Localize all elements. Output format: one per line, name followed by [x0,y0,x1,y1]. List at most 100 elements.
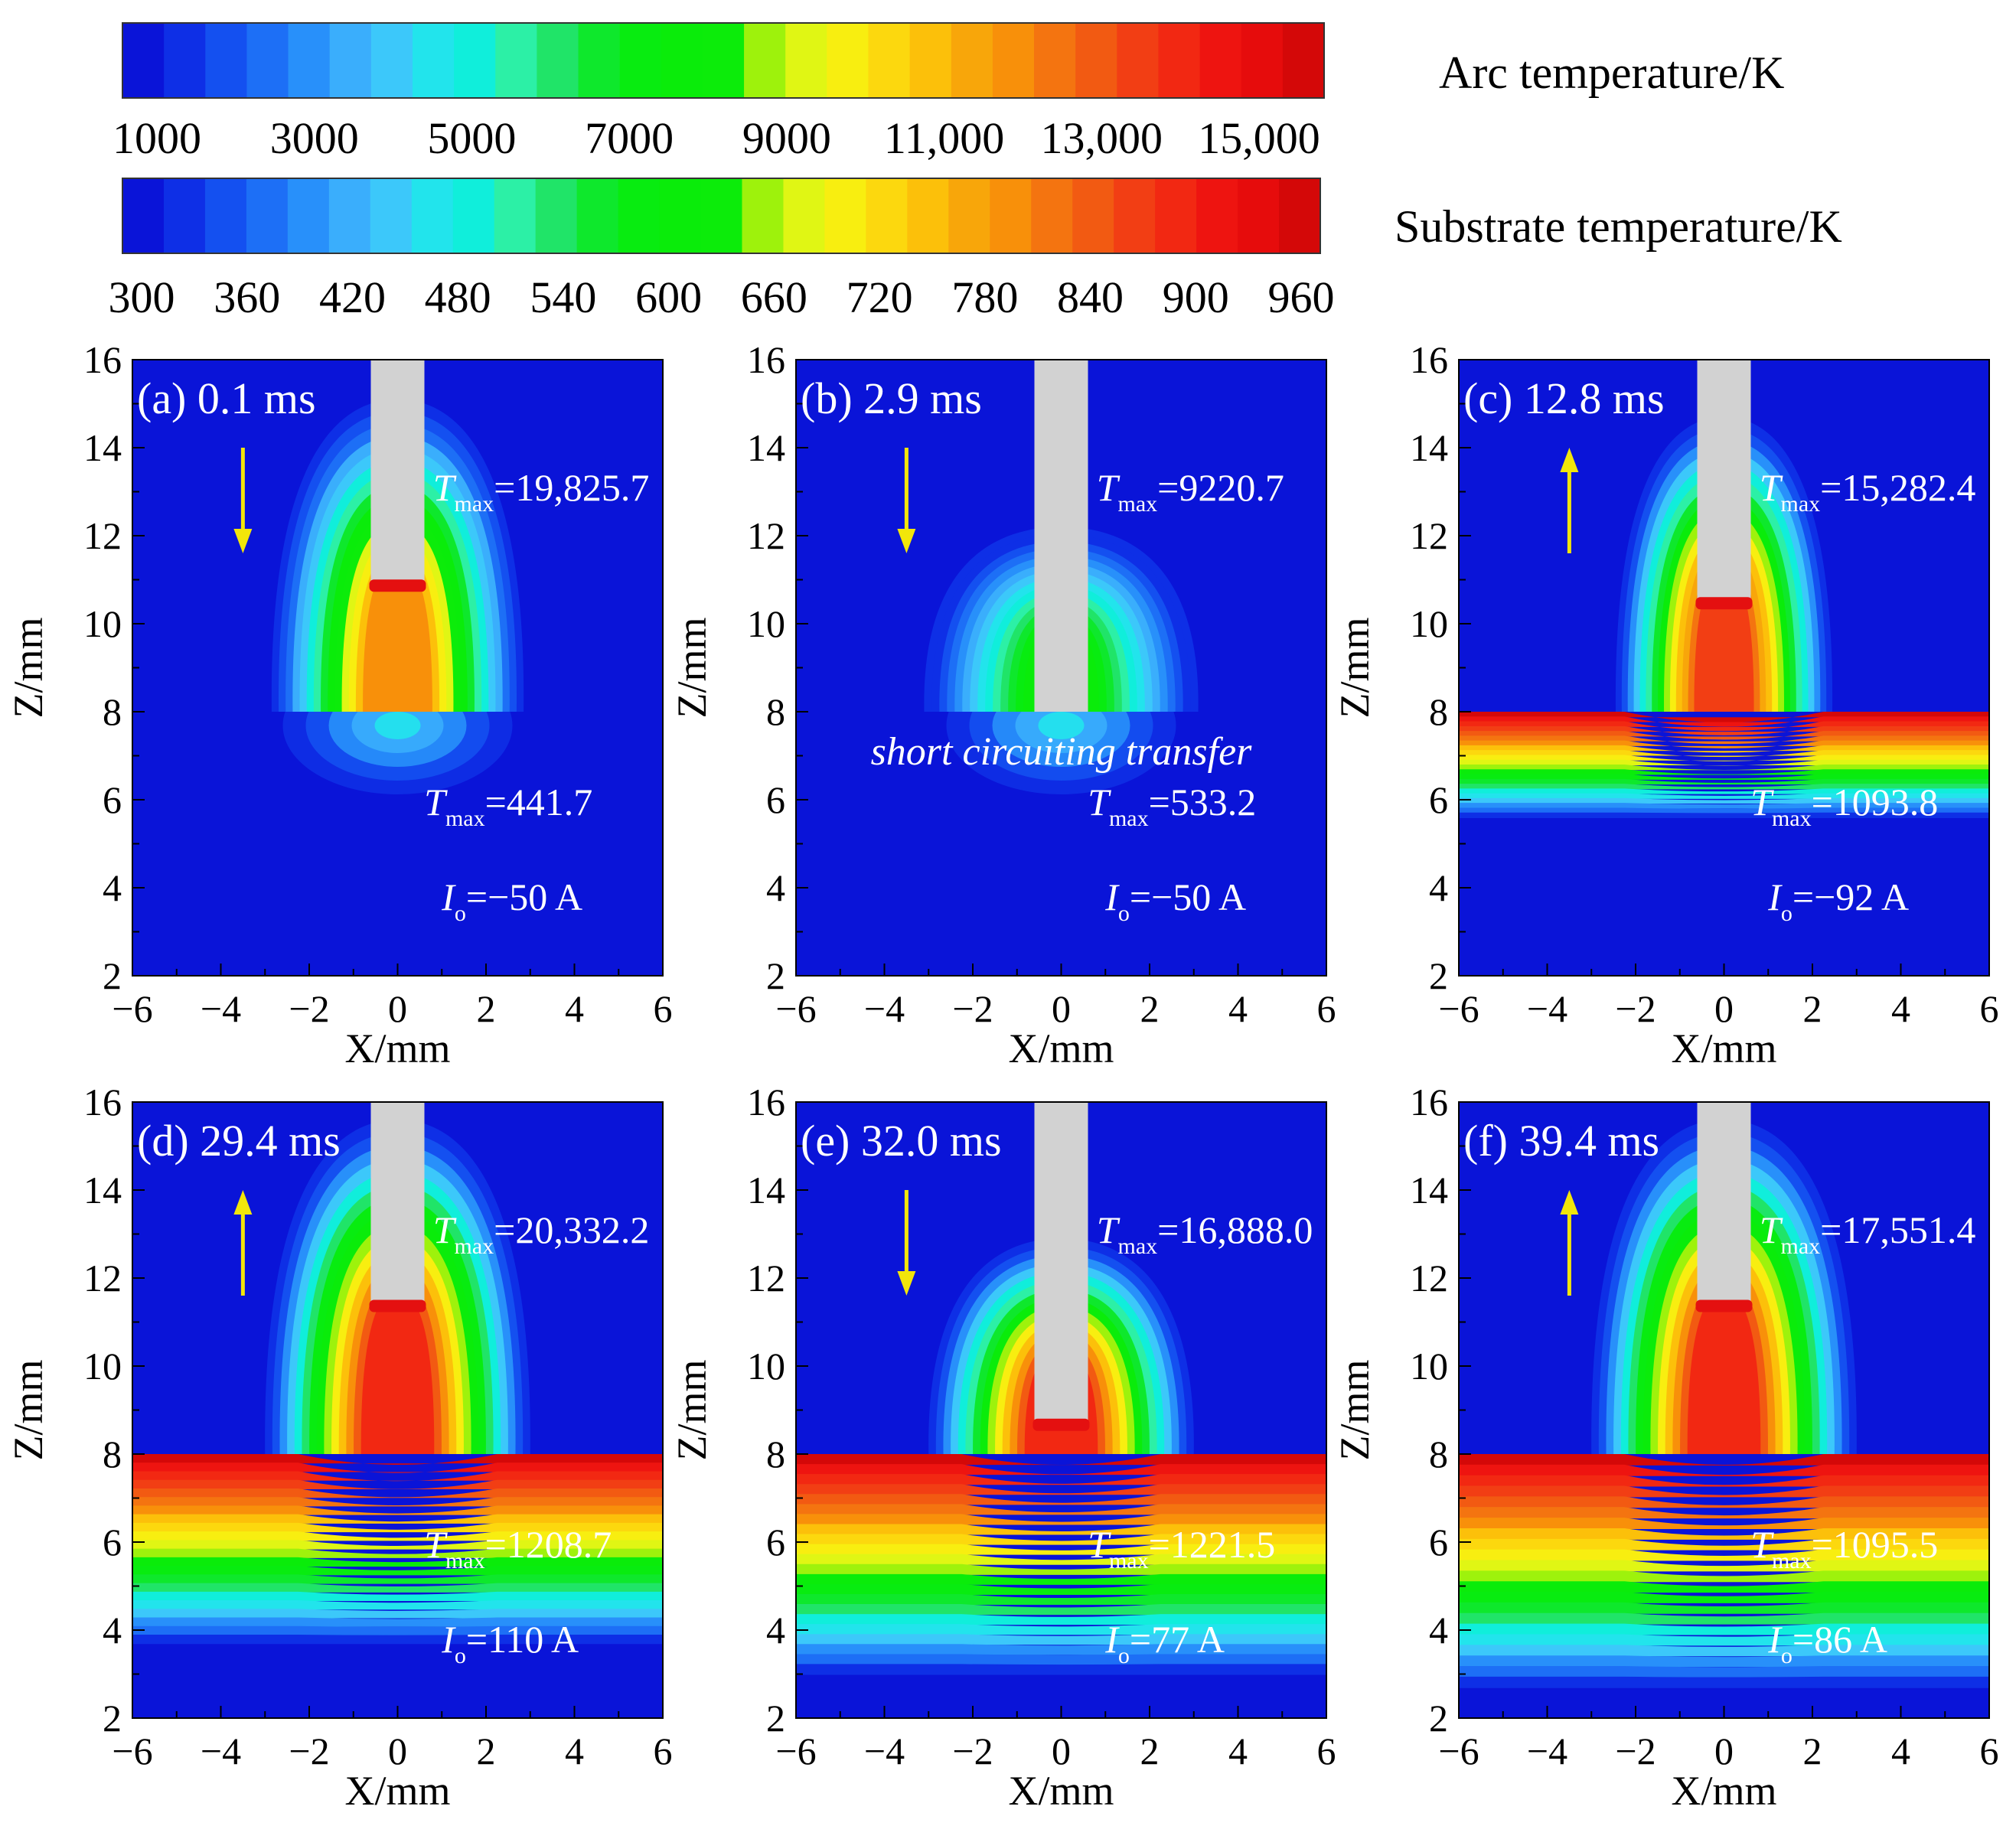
arrow-down-icon [897,529,916,553]
colorbar-swatch [700,178,743,253]
substrate-band [1459,1570,1989,1583]
y-tick-label: 4 [1429,866,1448,909]
arc-contour-band [363,559,432,712]
subscript: max [1118,491,1158,517]
current-value: =110 A [466,1618,579,1661]
substrate-band [796,1593,1326,1606]
arc-contour-band [360,1290,435,1454]
substrate-band [132,1505,663,1515]
substrate-band [132,1617,663,1627]
colorbar-frame [122,178,1321,254]
y-axis-label: Z/mm [1332,1360,1378,1461]
symbol: I [1104,1618,1120,1661]
substrate-band [132,1471,663,1482]
x-axis-label: X/mm [1671,1025,1776,1071]
substrate-band [1459,1612,1989,1625]
colorbar-swatch [494,178,537,253]
colorbar-tick-label: 780 [951,272,1018,322]
panel-e: −6 −4 −2 0 2 4 6 2 4 6 8 10 12 14 16 X/mm Z/mm (e) 32.0 m… [669,1081,1336,1814]
colorbar-swatch [702,23,745,98]
colorbar-swatch [1282,23,1325,98]
substrate-band [132,1635,663,1645]
colorbar-substrate: 300 360 420 480 540 600 660 720 780 840 900 960 Subs… [109,178,1842,322]
arrow-up-icon [233,1190,253,1215]
y-axis-label: Z/mm [669,618,715,719]
substrate-band [1459,1581,1989,1593]
x-tick-label: 6 [1317,1730,1336,1772]
symbol: I [441,875,456,918]
substrate-band [796,1474,1326,1485]
substrate-tmax: Tmax=1095.5 [1750,1523,1938,1573]
arc-tmax: Tmax=15,282.4 [1760,466,1976,517]
substrate-band [796,1644,1326,1655]
x-tick-label: 6 [1980,1730,1999,1772]
substrate-band [132,1548,663,1558]
arc-tmax-value: =17,551.4 [1820,1208,1975,1251]
y-tick-label: 8 [103,1433,122,1475]
y-tick-label: 6 [766,1521,785,1563]
colorbar-swatch [163,178,206,253]
y-tick-label: 14 [83,426,122,469]
plot-area [1459,1102,1989,1718]
y-tick-label: 8 [766,1433,785,1475]
symbol: I [441,1618,456,1661]
y-tick-label: 16 [747,1081,785,1123]
substrate-band [796,1534,1326,1545]
current-value: =−50 A [466,875,582,918]
substrate-band [1459,1655,1989,1668]
y-tick-label: 4 [766,1609,785,1652]
panel-label: (a) 0.1 ms [137,373,316,423]
substrate-band [1459,1528,1989,1540]
arc-tmax: Tmax=9220.7 [1097,466,1284,517]
x-axis-label: X/mm [1008,1025,1114,1071]
x-tick-label: 2 [1140,1730,1160,1772]
y-tick-label: 10 [1410,602,1448,645]
symbol: T [1760,466,1783,509]
x-tick-label: −4 [1527,1730,1567,1772]
substrate-band [1459,1592,1989,1603]
x-tick-label: 4 [565,1730,584,1772]
colorbar-tick-label: 15,000 [1198,113,1320,163]
substrate-band [132,1557,663,1567]
arc-tmax-value: =16,888.0 [1157,1208,1313,1251]
y-tick-label: 2 [103,954,122,997]
current-value: =77 A [1130,1618,1225,1661]
substrate-tmax-value: =1093.8 [1812,781,1939,823]
x-tick-label: −2 [289,1730,329,1772]
substrate-band [1459,784,1989,790]
droplet-tip [1695,1299,1753,1312]
x-axis-label: X/mm [344,1768,450,1814]
substrate-tmax-value: =1208.7 [485,1523,612,1566]
plot-area [796,360,1326,976]
panel-label: (f) 39.4 ms [1463,1116,1659,1166]
substrate-tmax-value: =533.2 [1149,781,1257,823]
colorbar-title: Arc temperature/K [1439,47,1784,98]
substrate-band [1459,1645,1989,1657]
symbol: T [1097,1208,1121,1251]
colorbar-tick-label: 900 [1163,272,1229,322]
substrate-band [1459,721,1989,732]
panel-label: (b) 2.9 ms [801,373,982,423]
subscript: o [1781,1643,1793,1668]
colorbar-arc: 1000 3000 5000 7000 9000 11,000 13,000 15,000 Ar… [113,22,1784,163]
droplet-tip [1695,597,1753,610]
y-tick-label: 10 [1410,1345,1448,1387]
colorbar-tick-label: 9000 [742,113,831,163]
colorbar-swatch [328,178,371,253]
subscript: max [1109,1548,1149,1573]
substrate-band [132,1583,663,1593]
colorbar-swatch [827,23,869,98]
substrate-band [1459,1549,1989,1561]
colorbar-tick-label: 600 [635,272,702,322]
colorbar-swatch [990,178,1032,253]
colorbar-swatch [576,178,619,253]
electrode-wire [370,360,425,585]
substrate-band [1459,1602,1989,1614]
substrate-band [796,1654,1326,1665]
substrate-band [1459,778,1989,785]
arc-tmax: Tmax=19,825.7 [433,466,650,517]
substrate-band [1459,716,1989,727]
x-tick-label: −2 [952,1730,993,1772]
x-axis-label: X/mm [1671,1768,1776,1814]
